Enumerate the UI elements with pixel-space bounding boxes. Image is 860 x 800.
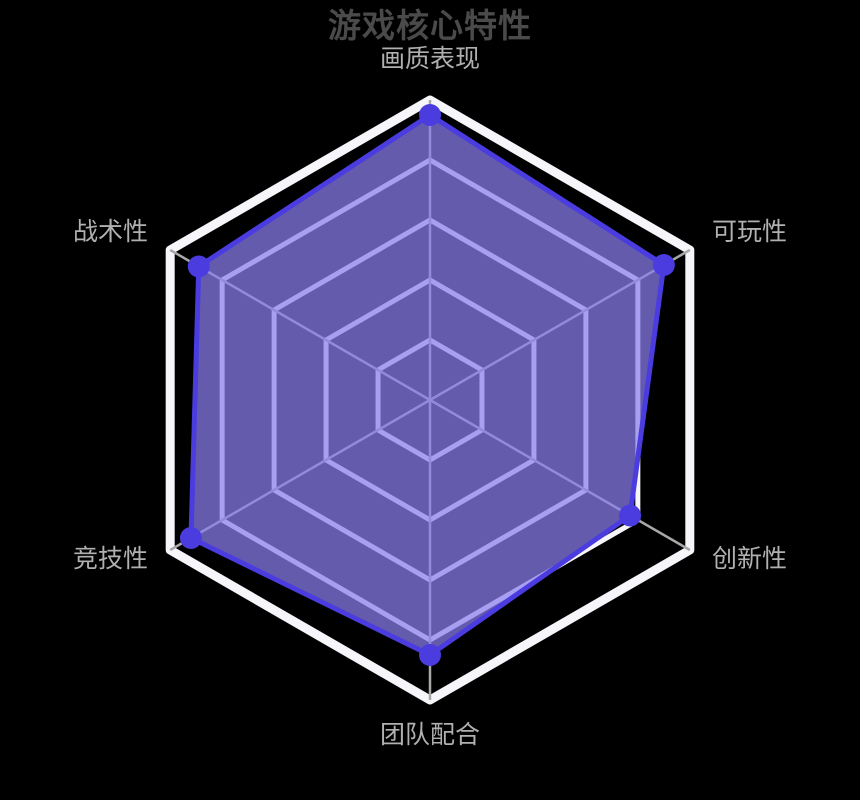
radar-data-point [419,644,441,666]
axis-label-zhan-shu-xing: 战术性 [72,217,148,246]
radar-data-point [187,255,210,278]
axis-label-hua-zhi-biao-xian: 画质表现 [379,44,480,73]
axis-label-jing-ji-xing: 竞技性 [72,544,148,573]
axis-label-chuang-xin-xing: 创新性 [712,544,788,573]
radar-data-point [652,254,675,276]
chart-title: 游戏核心特性 [328,6,532,45]
axis-label-ke-wan-xing: 可玩性 [712,217,788,246]
radar-data-point [179,527,202,549]
radar-data-point [619,504,642,527]
axis-label-tuan-dui-pei-he: 团队配合 [379,720,480,749]
radar-data-point [419,104,441,126]
radar-series-points [179,104,675,666]
